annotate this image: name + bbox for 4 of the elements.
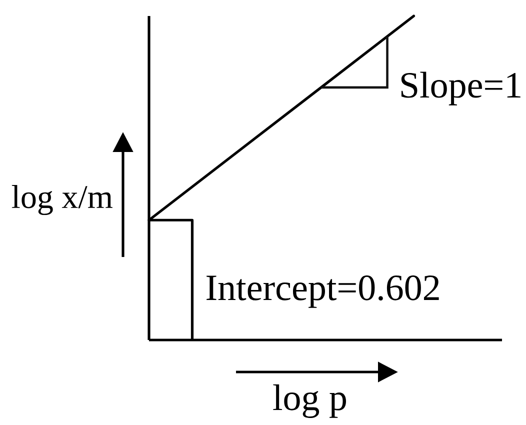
x-axis-title: log p xyxy=(273,384,346,418)
annotation: Intercept=0.602 xyxy=(206,275,439,308)
annotation: Slope=1 xyxy=(401,72,520,106)
y-axis-title: log x/m xyxy=(12,185,113,216)
